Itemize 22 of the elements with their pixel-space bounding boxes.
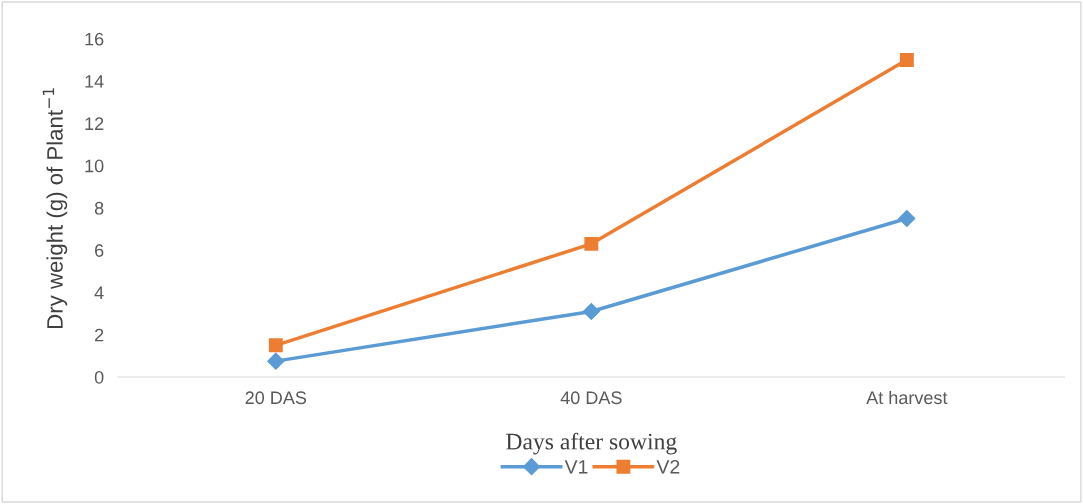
- y-tick-label: 12: [85, 117, 104, 130]
- point: [898, 209, 916, 228]
- y-tick-label: 6: [95, 244, 104, 257]
- point: [899, 52, 914, 67]
- x-tick-label: 20 DAS: [245, 391, 307, 405]
- y-tick-label: 16: [85, 32, 104, 46]
- y-tick-label: 14: [85, 75, 104, 88]
- point: [582, 302, 600, 321]
- y-tick-label: 0: [94, 370, 104, 384]
- point: [268, 338, 283, 353]
- x-tick-label: At harvest: [866, 390, 948, 405]
- x-axis-title: Days after sowing: [506, 432, 677, 455]
- legend-label: V2: [656, 459, 680, 474]
- y-axis-title: Dry weight (g) of Plant$^{−1}$: [42, 88, 68, 328]
- y-tick-label: 10: [85, 159, 104, 173]
- point: [584, 236, 599, 251]
- y-tick-label: 8: [94, 201, 104, 215]
- y-tick-label: 2: [95, 328, 104, 342]
- y-tick-label: 4: [94, 286, 104, 299]
- point: [267, 352, 285, 370]
- legend-label: V1: [564, 460, 588, 474]
- x-tick-label: 40 DAS: [560, 391, 622, 405]
